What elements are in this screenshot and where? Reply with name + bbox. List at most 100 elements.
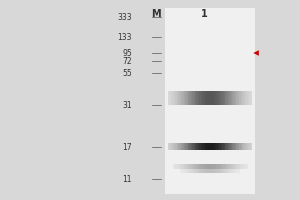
Bar	[169, 142, 171, 150]
Bar	[211, 142, 212, 150]
Bar	[176, 91, 178, 105]
Bar	[208, 91, 209, 105]
Bar	[236, 91, 238, 105]
Bar	[201, 169, 202, 173]
Bar	[236, 142, 238, 150]
Bar	[185, 142, 187, 150]
Bar	[224, 142, 225, 150]
Bar	[241, 91, 242, 105]
Bar	[198, 163, 199, 168]
Bar	[227, 163, 228, 168]
Bar	[179, 163, 180, 168]
Bar	[172, 163, 174, 168]
Bar	[223, 169, 224, 173]
Bar	[216, 91, 218, 105]
Bar	[206, 163, 207, 168]
Bar	[245, 142, 246, 150]
Bar	[241, 163, 242, 168]
Bar	[202, 91, 204, 105]
Bar	[228, 169, 229, 173]
Bar	[175, 163, 176, 168]
Bar	[193, 169, 194, 173]
Bar	[172, 142, 174, 150]
Bar	[238, 91, 239, 105]
Bar	[220, 169, 221, 173]
Bar	[224, 169, 225, 173]
Bar	[178, 142, 179, 150]
Bar	[209, 163, 211, 168]
Bar	[176, 142, 178, 150]
Bar	[218, 142, 219, 150]
Bar	[214, 91, 215, 105]
Bar	[209, 142, 211, 150]
Text: 31: 31	[122, 100, 132, 110]
Bar	[246, 163, 247, 168]
Bar	[226, 169, 227, 173]
Bar	[226, 142, 228, 150]
Bar	[212, 91, 214, 105]
Bar	[233, 142, 235, 150]
Bar	[181, 91, 182, 105]
Bar	[197, 169, 198, 173]
Text: M: M	[151, 9, 161, 19]
Bar	[195, 163, 197, 168]
Bar	[216, 163, 217, 168]
Bar	[191, 142, 192, 150]
Bar	[213, 163, 214, 168]
Bar	[204, 142, 205, 150]
Bar	[221, 169, 222, 173]
Bar	[208, 169, 209, 173]
Bar	[229, 142, 231, 150]
Bar	[179, 142, 181, 150]
Bar	[222, 142, 224, 150]
Text: 133: 133	[118, 32, 132, 42]
Bar	[181, 142, 182, 150]
Bar	[219, 91, 221, 105]
Bar	[182, 169, 183, 173]
Bar	[192, 169, 193, 173]
Bar	[187, 163, 188, 168]
Bar	[195, 169, 196, 173]
Bar	[238, 142, 239, 150]
Bar	[225, 91, 226, 105]
Bar	[174, 163, 175, 168]
Bar	[238, 169, 239, 173]
Bar	[202, 163, 203, 168]
Bar	[212, 169, 214, 173]
Bar	[180, 169, 181, 173]
Bar	[225, 163, 226, 168]
Bar	[192, 142, 194, 150]
Bar	[188, 169, 189, 173]
Bar	[220, 163, 221, 168]
Bar	[206, 142, 208, 150]
Bar	[236, 163, 237, 168]
Bar	[235, 142, 236, 150]
Bar	[231, 91, 232, 105]
Bar	[189, 169, 190, 173]
Bar	[185, 163, 187, 168]
Bar	[225, 169, 226, 173]
Bar	[168, 142, 170, 150]
Bar	[178, 91, 179, 105]
Bar	[188, 142, 189, 150]
Bar	[196, 91, 198, 105]
Bar	[232, 142, 233, 150]
Bar	[231, 142, 232, 150]
Text: 17: 17	[122, 142, 132, 152]
Bar	[242, 91, 244, 105]
Bar	[219, 169, 220, 173]
Bar	[228, 163, 230, 168]
Bar	[200, 163, 202, 168]
Bar	[244, 163, 245, 168]
Bar	[175, 142, 176, 150]
Bar	[246, 142, 248, 150]
Bar	[232, 91, 233, 105]
Text: 95: 95	[122, 48, 132, 58]
Bar	[196, 142, 198, 150]
Bar	[203, 169, 204, 173]
Bar	[202, 142, 204, 150]
Bar	[179, 91, 181, 105]
Bar	[199, 163, 200, 168]
Bar	[190, 169, 191, 173]
Bar	[194, 142, 195, 150]
